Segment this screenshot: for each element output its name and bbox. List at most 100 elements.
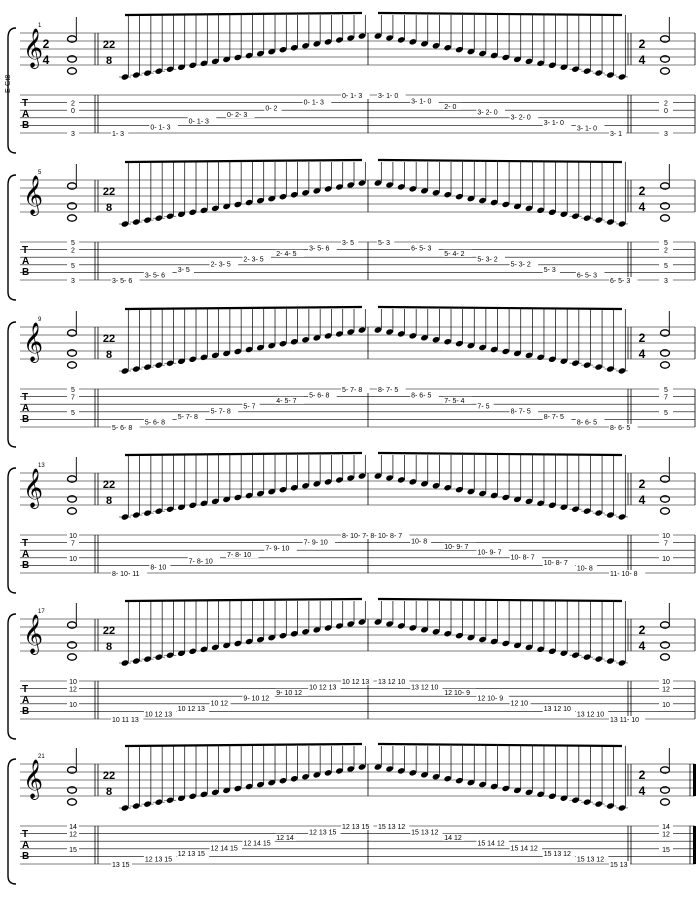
ascending-tab-group: 0- 2 — [265, 106, 277, 113]
tab-label-bg — [226, 551, 259, 558]
ascending-tab-group: 5- 7 — [243, 403, 255, 410]
descending-tab-group: 15 14 12 — [511, 846, 538, 853]
note-head — [444, 775, 452, 782]
chord-note-head — [66, 641, 78, 649]
descending-tab-group: 10- 8- 7 — [544, 560, 568, 567]
tab-label-bg — [111, 130, 129, 137]
note-head — [513, 787, 521, 794]
descending-tab-group: 8- 7- 5 — [544, 414, 564, 421]
tab-label-bg — [226, 111, 255, 118]
note-head — [513, 642, 521, 649]
note-head — [335, 477, 343, 483]
chord-note-head — [659, 641, 671, 649]
note-head — [189, 502, 197, 509]
tab-label-bg — [659, 98, 673, 106]
time-signature-end-numerator: 2 — [639, 184, 646, 198]
treble-clef-icon: 𝄞 — [23, 28, 43, 69]
ascending-tab-group: 10 11 13 — [112, 717, 139, 724]
note-head — [455, 777, 463, 784]
ascending-tab-group: 12 14 — [276, 835, 294, 842]
note-head — [537, 354, 545, 361]
note-head — [560, 211, 568, 217]
tab-label-bg — [443, 249, 472, 257]
note-head — [279, 340, 287, 347]
note-head — [490, 52, 498, 59]
note-head — [223, 642, 231, 649]
tab-letter: B — [22, 267, 29, 278]
note-head — [279, 486, 287, 493]
tab-label-bg — [264, 544, 297, 552]
time-signature-run-denominator: 8 — [106, 55, 112, 67]
time-signature-end-denominator: 4 — [639, 493, 646, 507]
note-head — [432, 190, 440, 196]
note-head — [234, 640, 242, 647]
tab-label-bg — [67, 553, 79, 561]
chord-right-fret: 12 — [662, 687, 670, 694]
tab-label-bg — [609, 130, 627, 137]
chord-left-fret: 5 — [71, 240, 75, 247]
note-head — [245, 52, 253, 59]
note-head — [479, 490, 487, 497]
note-head — [490, 346, 498, 353]
tab-label-bg — [111, 570, 148, 577]
note-head — [189, 793, 197, 800]
note-head — [525, 498, 533, 505]
ascending-tab-group: 2- 3- 5 — [243, 256, 263, 263]
tab-label-bg — [377, 678, 410, 685]
tab-label-bg — [659, 238, 673, 245]
ascending-tab-group: 2- 3- 5 — [211, 262, 231, 269]
tab-label-bg — [308, 683, 341, 691]
tab-label-bg — [67, 699, 79, 707]
note-head — [302, 629, 310, 635]
tab-label-bg — [509, 407, 539, 415]
tab-label-bg — [242, 402, 260, 410]
note-head — [313, 627, 321, 633]
note-head — [386, 182, 394, 188]
note-head — [256, 490, 264, 497]
ascending-tab-group: 5- 7- 8 — [178, 414, 198, 421]
chord-left-fret: 12 — [69, 832, 77, 839]
note-head — [211, 58, 219, 65]
note-head — [177, 504, 185, 510]
chord-right-fret: 5 — [664, 263, 668, 270]
note-head — [335, 331, 343, 337]
treble-clef-icon: 𝄞 — [23, 759, 43, 800]
tab-label-bg — [609, 570, 646, 577]
note-head — [525, 789, 533, 796]
note-head — [502, 494, 510, 501]
note-head — [189, 62, 197, 69]
note-head — [479, 50, 487, 57]
note-head — [324, 39, 332, 45]
note-head — [335, 623, 343, 629]
note-head — [467, 195, 475, 202]
descending-tab-group: 13 12 10 — [378, 679, 405, 686]
note-head — [211, 352, 219, 359]
ascending-tab-group: 5- 7- 8 — [211, 409, 231, 416]
time-signature-end-numerator: 2 — [639, 331, 646, 345]
note-head — [358, 619, 366, 625]
note-head — [397, 623, 405, 629]
note-head — [211, 205, 219, 212]
note-head — [374, 33, 382, 39]
note-head — [525, 205, 533, 212]
tab-label-bg — [509, 113, 539, 121]
chord-note-head — [659, 786, 671, 794]
chord-note-head — [659, 349, 671, 357]
descending-tab-group: 10- 8 — [411, 538, 427, 545]
tab-label-bg — [149, 123, 178, 131]
ascending-tab-group: 3- 5- 6 — [112, 278, 132, 285]
tab-letter: T — [22, 829, 28, 840]
tab-label-bg — [575, 564, 597, 572]
note-head — [374, 180, 382, 186]
note-head — [302, 774, 310, 780]
note-head — [409, 39, 417, 45]
note-head — [397, 37, 405, 43]
note-head — [374, 619, 382, 625]
beam — [124, 158, 363, 164]
tab-label-bg — [67, 385, 79, 392]
beam — [377, 742, 623, 748]
chord-left-fret: 10 — [69, 679, 77, 686]
time-signature-run-numerator: 22 — [103, 479, 115, 491]
